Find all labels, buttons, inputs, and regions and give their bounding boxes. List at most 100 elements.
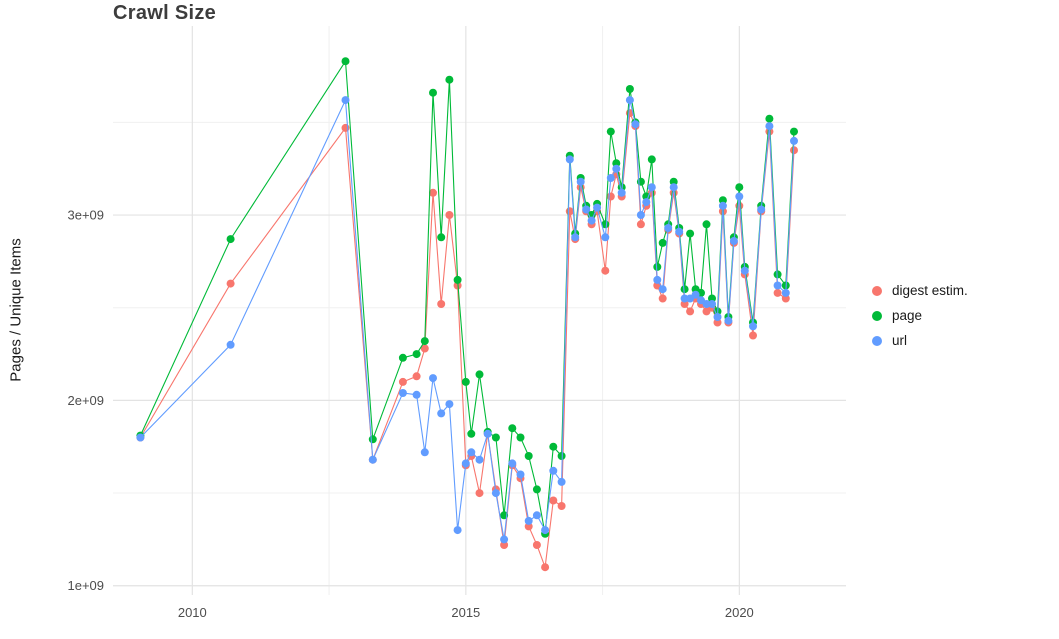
data-point [773, 270, 782, 279]
data-point [368, 435, 377, 444]
data-point [653, 262, 662, 271]
data-point [729, 237, 738, 245]
data-point [445, 211, 454, 219]
data-point [475, 370, 484, 379]
data-point [445, 400, 454, 409]
data-point [532, 485, 541, 494]
data-point [708, 300, 716, 308]
data-point [691, 290, 700, 299]
x-tick-label: 2010 [178, 605, 207, 620]
data-point [412, 350, 421, 359]
data-point [612, 164, 621, 173]
data-point [642, 192, 651, 201]
data-point [549, 442, 558, 451]
data-point [636, 220, 645, 229]
data-point [475, 489, 484, 498]
data-point [508, 459, 517, 468]
data-point [669, 183, 678, 192]
data-point [702, 220, 711, 229]
data-point [565, 155, 574, 164]
data-point [718, 201, 727, 210]
data-point [398, 389, 407, 397]
data-point [429, 88, 437, 97]
data-point [617, 188, 626, 197]
data-point [420, 344, 429, 353]
data-point [601, 233, 610, 242]
data-point [713, 318, 722, 327]
data-point [475, 455, 484, 464]
data-point [686, 229, 695, 238]
chart-title: Crawl Size [113, 2, 217, 24]
data-point [653, 275, 662, 284]
data-point [541, 526, 550, 535]
data-point [675, 227, 684, 236]
data-point [541, 563, 550, 572]
data-point [765, 114, 774, 123]
data-point [680, 285, 689, 294]
data-point [631, 120, 640, 129]
data-point [136, 433, 145, 442]
x-tick-label: 2020 [725, 605, 754, 620]
data-point [601, 220, 610, 229]
data-point [500, 541, 509, 549]
data-point [749, 331, 757, 340]
data-point [483, 429, 492, 438]
data-point [429, 374, 437, 383]
legend-item-digest-estim-: digest estim. [872, 283, 968, 298]
data-point [445, 75, 454, 84]
data-point [735, 192, 744, 201]
data-point [593, 203, 602, 212]
legend-item-page: page [872, 308, 968, 323]
data-point [658, 294, 667, 303]
y-tick-label: 3e+09 [67, 208, 104, 223]
y-tick-label: 1e+09 [67, 578, 104, 593]
data-point [781, 288, 790, 297]
data-point [708, 294, 716, 303]
data-point [226, 340, 235, 349]
data-point [636, 211, 645, 219]
data-point [549, 466, 558, 475]
data-point [368, 455, 377, 464]
data-point [516, 470, 525, 479]
data-point [491, 489, 500, 498]
data-point [412, 390, 421, 399]
data-point [647, 183, 656, 192]
data-point [557, 477, 566, 486]
data-point [680, 300, 689, 308]
data-point [669, 177, 678, 186]
data-point [612, 159, 621, 168]
data-point [532, 541, 541, 549]
data-point [606, 174, 615, 182]
data-point [508, 424, 517, 433]
data-point [524, 452, 533, 460]
data-point [341, 57, 350, 66]
data-point [398, 353, 407, 362]
data-point [500, 535, 509, 544]
data-point [642, 198, 651, 207]
data-point [636, 177, 645, 186]
data-point [437, 300, 446, 308]
data-point [686, 307, 695, 316]
legend-marker-icon [872, 310, 882, 321]
legend: digest estim. page url [872, 283, 968, 348]
data-point [491, 433, 500, 442]
data-point [226, 235, 235, 244]
data-point [680, 294, 689, 303]
data-point [625, 96, 634, 105]
data-point [532, 511, 541, 520]
data-point [702, 300, 711, 308]
data-point [557, 502, 566, 510]
legend-label: page [892, 308, 923, 323]
data-point [718, 196, 727, 205]
data-point [658, 285, 667, 294]
legend-item-url: url [872, 333, 968, 348]
data-point [557, 452, 566, 460]
data-point [647, 155, 656, 164]
data-point [781, 294, 790, 303]
data-point [790, 127, 798, 136]
legend-label: url [892, 333, 908, 348]
legend-marker-icon [872, 335, 882, 346]
data-point [549, 496, 558, 505]
data-point [437, 409, 446, 418]
